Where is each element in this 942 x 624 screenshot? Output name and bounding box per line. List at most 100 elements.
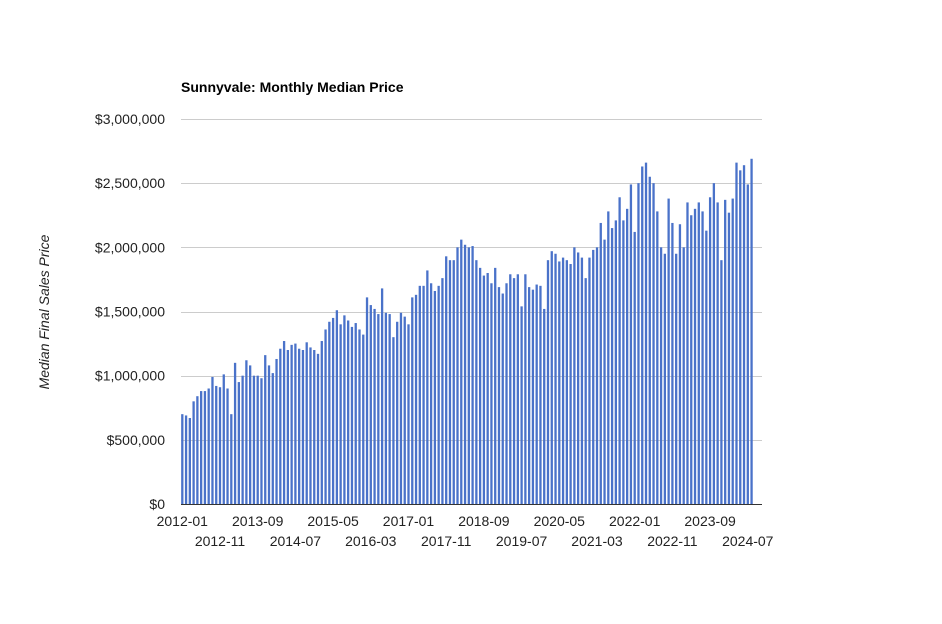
- bar: [365, 297, 369, 504]
- bar: [731, 198, 734, 504]
- bar: [241, 375, 244, 504]
- x-tick-label: 2022-01: [609, 513, 661, 529]
- bar: [426, 270, 429, 504]
- bar: [286, 350, 290, 504]
- x-tick-label: 2014-07: [270, 533, 322, 549]
- chart-title: Sunnyvale: Monthly Median Price: [181, 79, 404, 95]
- bar: [622, 220, 625, 504]
- bar: [181, 414, 184, 504]
- bar: [192, 401, 195, 504]
- bar: [539, 285, 542, 504]
- bar: [663, 253, 667, 504]
- bar: [320, 341, 323, 504]
- bar: [211, 376, 214, 504]
- bar: [249, 365, 252, 504]
- x-tick-label: 2022-11: [647, 533, 698, 549]
- bar: [708, 197, 712, 504]
- bar: [309, 347, 312, 504]
- bar: [362, 334, 365, 504]
- bar: [429, 283, 433, 504]
- y-axis-tick-labels: $0 $500,000 $1,000,000 $1,500,000 $2,000,000…: [95, 111, 165, 512]
- bar: [347, 320, 350, 504]
- bar: [256, 375, 259, 504]
- bar: [294, 343, 297, 504]
- bar: [629, 184, 633, 504]
- x-tick-label: 2020-05: [534, 513, 586, 529]
- bar: [520, 306, 523, 504]
- bar: [411, 297, 414, 504]
- bar: [215, 385, 218, 504]
- bar: [373, 308, 376, 504]
- bar: [558, 261, 561, 504]
- bar: [418, 285, 421, 504]
- x-tick-label: 2019-07: [496, 533, 548, 549]
- bar: [403, 316, 406, 504]
- bar: [554, 253, 557, 504]
- y-tick-label: $2,500,000: [95, 175, 165, 191]
- bar: [724, 199, 727, 504]
- bar: [659, 247, 663, 504]
- bar: [226, 388, 229, 504]
- bar: [524, 274, 527, 504]
- bar: [301, 350, 305, 504]
- bar: [339, 324, 342, 504]
- bar: [245, 360, 248, 504]
- bar: [467, 247, 470, 504]
- bar: [230, 414, 233, 504]
- bar: [739, 170, 742, 504]
- bar: [437, 285, 440, 504]
- x-tick-label: 2024-07: [722, 533, 774, 549]
- bar: [652, 183, 655, 505]
- bar: [494, 267, 497, 504]
- bar: [527, 287, 531, 504]
- bar: [531, 289, 535, 504]
- bar: [399, 312, 403, 504]
- bar: [577, 252, 580, 504]
- bar: [746, 184, 749, 504]
- x-tick-label: 2012-11: [195, 533, 246, 549]
- bar: [637, 183, 640, 505]
- bar: [682, 247, 685, 504]
- bar: [486, 273, 489, 504]
- bar: [678, 224, 682, 505]
- y-tick-label: $1,000,000: [95, 368, 165, 384]
- bar: [618, 197, 621, 504]
- bar: [675, 253, 678, 504]
- bar: [252, 375, 256, 504]
- y-tick-label: $2,000,000: [95, 239, 165, 255]
- bar: [384, 312, 388, 504]
- bar: [196, 396, 199, 504]
- bar: [565, 260, 568, 504]
- bar: [267, 365, 271, 504]
- bar: [478, 267, 482, 504]
- bar: [460, 239, 463, 504]
- bar: [610, 228, 614, 504]
- bar: [671, 222, 674, 504]
- bar: [603, 239, 606, 504]
- bar: [546, 260, 550, 504]
- y-axis-title: Median Final Sales Price: [36, 234, 52, 389]
- x-tick-label: 2023-09: [684, 513, 736, 529]
- bar: [328, 321, 331, 504]
- bar: [377, 314, 380, 504]
- bar: [693, 208, 697, 504]
- x-axis-tick-labels: 2012-01 2013-09 2015-05 2017-01 2018-09 2020-…: [157, 513, 774, 549]
- bar: [282, 341, 286, 504]
- bar: [305, 342, 308, 504]
- bar: [324, 329, 327, 504]
- bar: [271, 373, 274, 504]
- bar: [407, 324, 410, 504]
- bar: [207, 388, 210, 504]
- bar: [188, 418, 191, 504]
- bar: [667, 198, 670, 504]
- bar: [475, 260, 478, 504]
- bar: [441, 278, 444, 504]
- bar: [233, 362, 237, 504]
- bar: [633, 231, 636, 504]
- x-tick-label: 2021-03: [571, 533, 623, 549]
- x-tick-label: 2012-01: [157, 513, 209, 529]
- bar: [471, 246, 474, 505]
- x-tick-label: 2017-01: [383, 513, 435, 529]
- bar: [354, 323, 357, 504]
